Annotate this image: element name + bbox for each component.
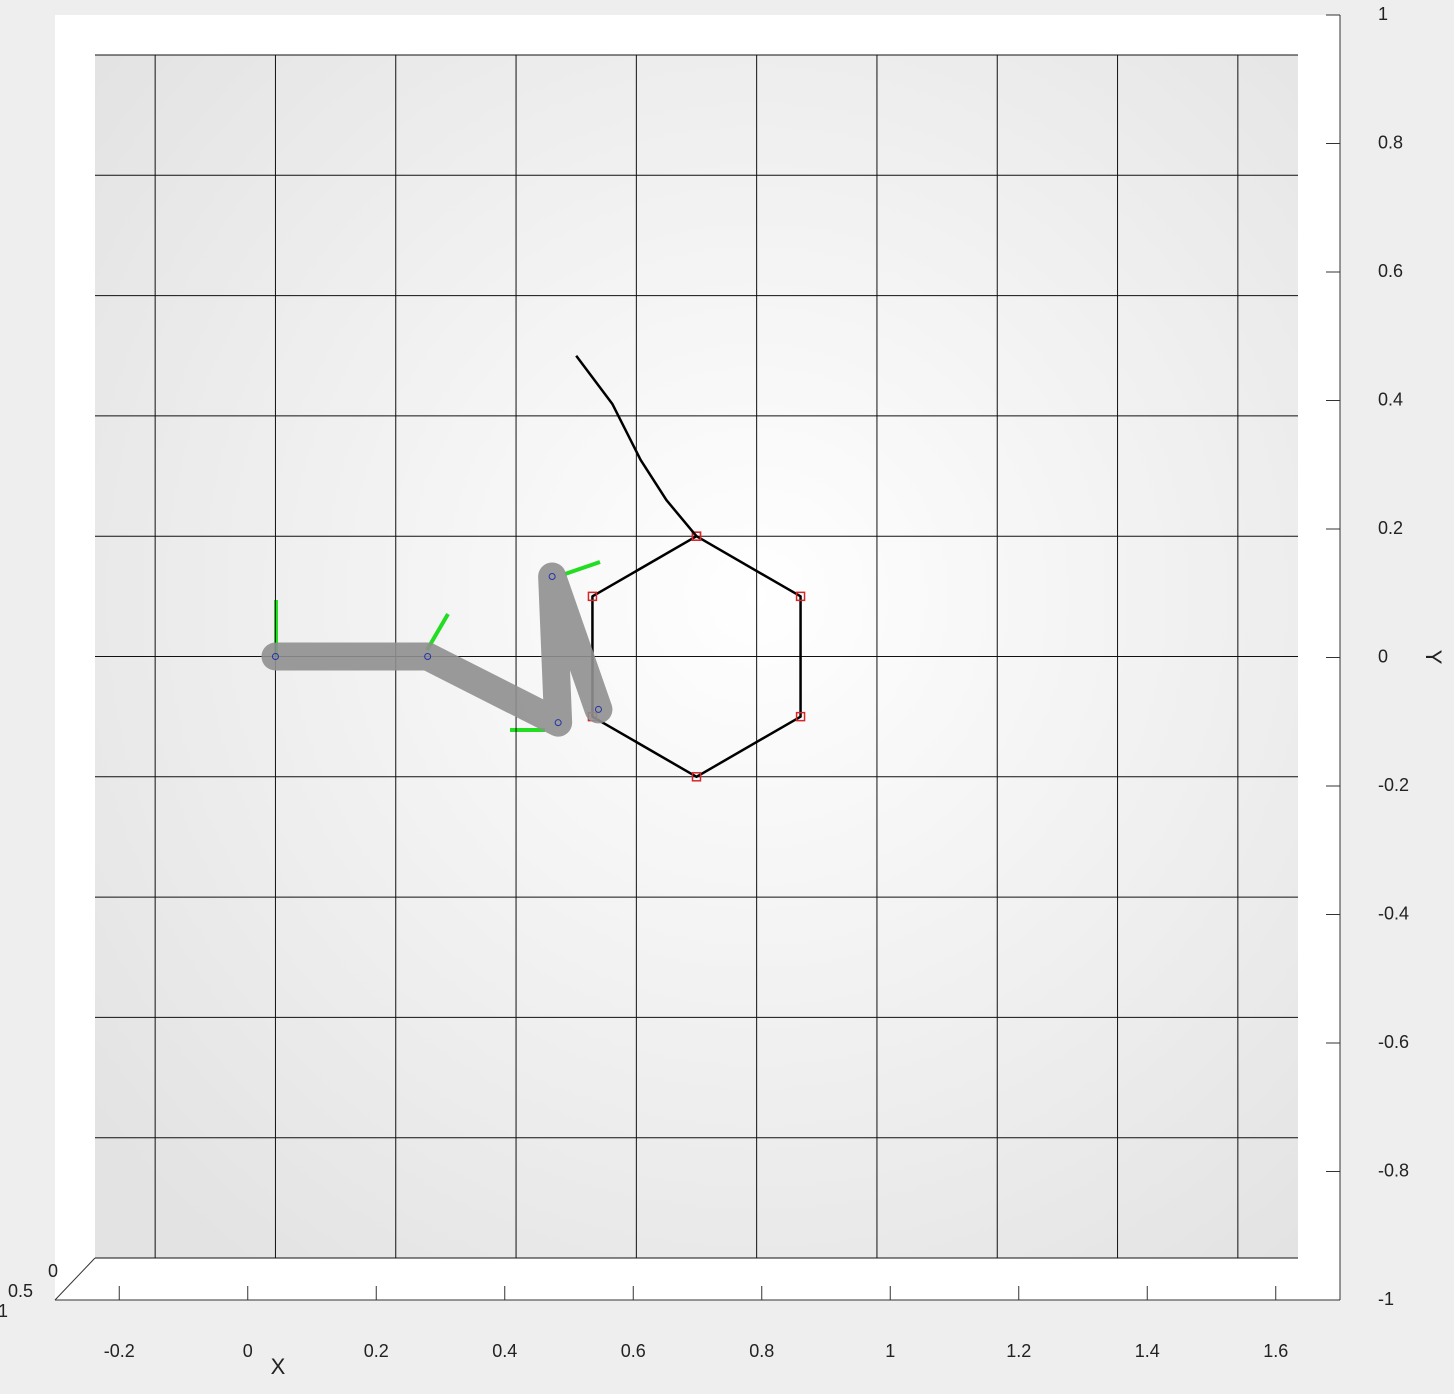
y-tick-label: -0.8 [1378, 1160, 1409, 1180]
z-axis-line [54, 1257, 96, 1301]
x-tick-label: 0.2 [364, 1341, 389, 1361]
y-tick-label: 0.6 [1378, 261, 1403, 281]
vertex-marker [587, 591, 598, 602]
vertex-marker [691, 772, 702, 782]
y-tick-label: 0.4 [1378, 389, 1403, 409]
x-tick-label: 0.8 [749, 1341, 774, 1361]
y-tick-label: 0.8 [1378, 132, 1403, 152]
series-line [591, 535, 802, 779]
joint [554, 719, 562, 727]
joint [271, 653, 279, 660]
y-axis-label: Y [1421, 650, 1446, 665]
x-tick-label: 0 [243, 1341, 253, 1361]
y-tick-label: -0.6 [1378, 1032, 1409, 1052]
y-tick-label: -0.4 [1378, 903, 1409, 923]
z-tick-label: 0.5 [8, 1281, 33, 1301]
robot-arm [261, 562, 613, 737]
joint [548, 573, 556, 581]
x-tick-label: 1.6 [1263, 1341, 1288, 1361]
series-line [575, 355, 698, 538]
joint [594, 705, 602, 713]
vertex-marker [691, 531, 702, 541]
y-tick-label: -1 [1378, 1289, 1394, 1309]
x-tick-label: 0.4 [492, 1341, 517, 1361]
x-tick-label: 1.2 [1006, 1341, 1031, 1361]
x-axis-label: X [271, 1354, 286, 1379]
x-tick-label: 0.6 [621, 1341, 646, 1361]
vertex-marker [795, 591, 806, 602]
y-tick-label: -0.2 [1378, 775, 1409, 795]
frame-axis [564, 560, 601, 576]
joint [424, 653, 432, 660]
y-tick-label: 0 [1378, 646, 1388, 666]
vertex-marker [795, 711, 806, 722]
x-tick-label: -0.2 [104, 1341, 135, 1361]
z-tick-label: 1 [0, 1301, 8, 1321]
z-tick-label: 0 [48, 1261, 58, 1281]
y-tick-label: 0.2 [1378, 518, 1403, 538]
y-tick-label: 1 [1378, 4, 1388, 24]
x-tick-label: 1.4 [1135, 1341, 1160, 1361]
x-tick-label: 1 [885, 1341, 895, 1361]
